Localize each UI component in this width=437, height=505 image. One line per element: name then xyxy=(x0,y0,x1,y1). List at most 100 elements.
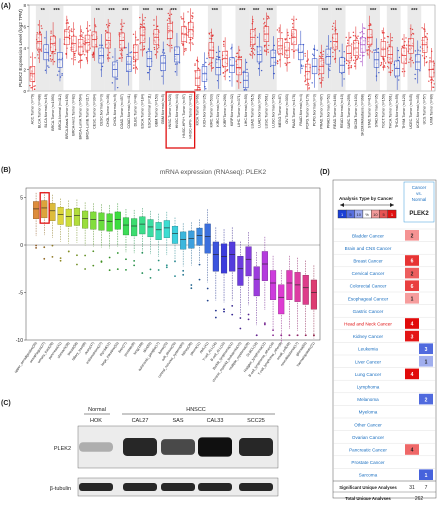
significance-stars: *** xyxy=(53,8,60,14)
x-tick-label-a: THCA.Tumor (n=501) xyxy=(388,94,392,129)
data-point xyxy=(401,38,404,40)
significance-stars: ** xyxy=(41,8,46,14)
outlier-point xyxy=(67,250,70,253)
data-point xyxy=(278,53,280,56)
data-point xyxy=(111,82,114,84)
cancer-row-label: Colorectal Cancer xyxy=(350,284,387,289)
data-point xyxy=(388,44,390,46)
x-tick-label-a: BRCA.Tumor (n=1093) xyxy=(51,94,55,131)
data-point xyxy=(374,49,377,51)
data-point xyxy=(366,52,369,54)
data-point xyxy=(47,65,49,67)
data-point xyxy=(263,46,266,48)
y-tick-label-b: 5 xyxy=(20,196,23,202)
column-header-top-1: Cancer xyxy=(412,185,427,190)
x-tick-label-a: UCS.Tumor (n=57) xyxy=(423,94,427,124)
data-point xyxy=(312,53,314,55)
data-point xyxy=(322,50,325,53)
outlier-point xyxy=(223,308,225,311)
x-tick-label-a: PCPG.Normal (n=3) xyxy=(313,94,317,126)
data-point xyxy=(253,49,256,51)
data-point xyxy=(319,82,322,84)
box-b-31 xyxy=(286,270,293,300)
x-tick-label-a: READ.Tumor (n=166) xyxy=(333,94,337,129)
data-point xyxy=(332,22,335,25)
data-point xyxy=(105,30,107,32)
significance-stars: *** xyxy=(335,8,342,14)
plek2-band xyxy=(239,438,273,456)
legend-swatch-label: 1 xyxy=(391,212,394,217)
y-axis-label-a: PLEK2 Expression Level (log2 TPM) xyxy=(18,9,24,87)
x-tick-label-a: KIRC.Normal (n=72) xyxy=(216,94,220,127)
data-point xyxy=(352,34,355,37)
data-point xyxy=(267,48,269,51)
significant-up: 31 xyxy=(409,485,415,491)
cell-up xyxy=(405,280,419,291)
cancer-row-label: Esophageal Cancer xyxy=(348,296,389,301)
data-point xyxy=(426,33,428,35)
data-point xyxy=(156,25,159,28)
data-point xyxy=(33,85,35,88)
data-point xyxy=(37,49,39,51)
box-b-23 xyxy=(220,243,228,274)
data-point xyxy=(320,52,322,54)
cancer-row-label: Pancreatic Cancer xyxy=(349,448,387,453)
data-point xyxy=(352,59,355,62)
data-point xyxy=(218,50,221,53)
legend-arrow-right xyxy=(390,203,394,207)
cell-down xyxy=(419,469,433,480)
outlier-point xyxy=(198,278,201,281)
box-b-33 xyxy=(302,275,309,305)
legend-swatch xyxy=(387,209,397,219)
data-point xyxy=(239,81,242,84)
x-tick-label-a: DLBC.Tumor (n=48) xyxy=(134,94,138,126)
data-point xyxy=(236,80,238,82)
data-point xyxy=(167,12,169,15)
legend-title: Analysis Type by Cancer xyxy=(339,196,393,201)
data-point xyxy=(304,52,306,55)
data-point xyxy=(422,28,425,30)
data-point xyxy=(61,74,63,76)
cancer-row-label: Lymphoma xyxy=(357,385,380,390)
data-point xyxy=(51,51,54,53)
data-point xyxy=(306,60,308,62)
significance-stars: *** xyxy=(370,8,377,14)
data-point xyxy=(230,48,232,50)
data-point xyxy=(153,24,155,27)
data-point xyxy=(414,78,416,80)
box-b-32 xyxy=(294,272,301,302)
x-tick-label-a: LIHC.Normal (n=50) xyxy=(244,94,248,126)
data-point xyxy=(91,53,94,56)
data-point xyxy=(378,71,380,74)
data-point xyxy=(425,35,427,38)
data-point xyxy=(219,56,221,59)
data-point xyxy=(371,51,373,53)
data-point xyxy=(53,60,56,63)
data-point xyxy=(338,50,341,52)
data-point xyxy=(281,53,284,56)
data-point xyxy=(192,37,194,40)
box-b-21 xyxy=(204,223,211,254)
data-point xyxy=(267,16,270,18)
data-point xyxy=(262,18,265,20)
cell-up-count: 4 xyxy=(411,322,414,328)
row-label-tubulin: β-tubulin xyxy=(50,486,71,492)
x-tick-label-a: ESCA.Normal (n=11) xyxy=(147,94,151,128)
data-point xyxy=(182,44,184,46)
hnsc-highlight-box xyxy=(165,91,196,149)
outlier-point xyxy=(272,334,274,337)
data-point xyxy=(316,49,318,52)
group-shade xyxy=(139,5,153,91)
data-point xyxy=(263,44,266,47)
x-tick-label-a: BRCA-LumA.Tumor (n=564) xyxy=(79,94,83,139)
data-point xyxy=(345,36,347,39)
tubulin-band xyxy=(79,483,113,491)
data-point xyxy=(330,47,332,49)
data-point xyxy=(425,61,427,64)
outlier-point xyxy=(92,250,95,253)
data-point xyxy=(253,53,256,56)
data-point xyxy=(433,83,435,85)
data-point xyxy=(349,62,351,64)
data-point xyxy=(143,23,145,25)
